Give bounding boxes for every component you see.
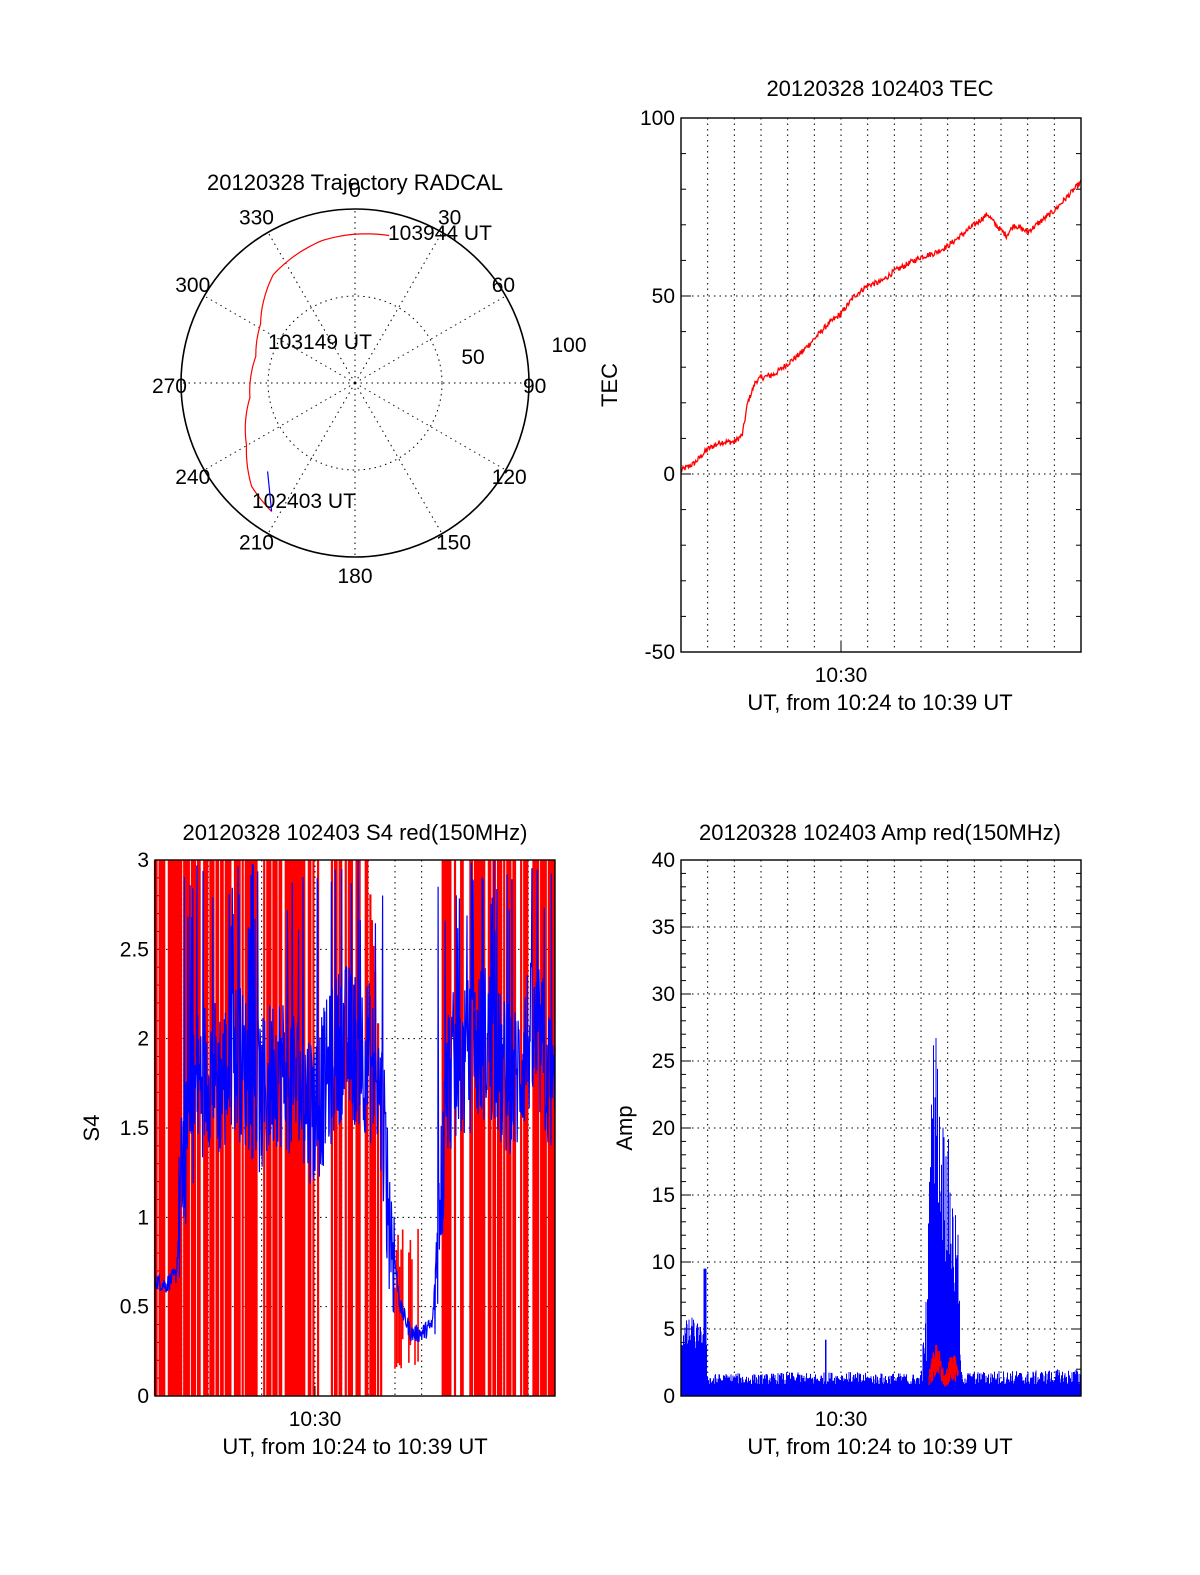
ytick-label: 0 [663, 1385, 675, 1408]
polar-title: 20120328 Trajectory RADCAL [207, 170, 503, 195]
s4-ytick-labels: 0 0.5 1 1.5 2 2.5 3 [120, 849, 149, 1408]
annotation-start-time: 102403 UT [252, 490, 356, 513]
xtick-label: 10:30 [815, 664, 868, 687]
s4-title: 20120328 102403 S4 red(150MHz) [183, 820, 528, 845]
polar-angle-label: 120 [492, 466, 527, 489]
polar-spoke [354, 382, 443, 534]
ytick-label: 5 [663, 1318, 675, 1341]
tec-grid [681, 117, 1081, 653]
polar-ring [267, 295, 443, 471]
amp-grid [681, 859, 1081, 1397]
polar-spoke [354, 295, 506, 384]
amp-xtick-labels: 10:30 [815, 1408, 868, 1431]
polar-spoke [267, 382, 356, 534]
ytick-label: 0 [137, 1385, 149, 1408]
ytick-label: 2.5 [120, 938, 149, 961]
polar-spoke [354, 232, 443, 384]
ytick-label: -50 [645, 641, 675, 664]
polar-trajectory-panel: 20120328 Trajectory RADCAL 0 30 60 90 120 150… [152, 170, 587, 588]
polar-angle-label: 240 [175, 466, 210, 489]
polar-spoke [354, 382, 506, 471]
polar-angle-label: 0 [349, 179, 361, 202]
amp-panel: 20120328 102403 Amp red(150MHz) 0 5 10 15 20… [612, 820, 1082, 1459]
trajectory-start-segment [267, 471, 273, 512]
amp-plot-frame [680, 859, 1082, 1397]
ytick-label: 100 [640, 107, 675, 130]
ytick-label: 40 [652, 849, 675, 872]
polar-angle-label: 210 [239, 532, 274, 555]
s4-red-series [153, 860, 555, 1396]
amp-blue-baseline-band [681, 1383, 1081, 1396]
polar-radial-label-100: 100 [551, 334, 586, 357]
s4-panel: 20120328 102403 S4 red(150MHz) 0 0.5 1 1.5 2… [79, 820, 556, 1459]
amp-title: 20120328 102403 Amp red(150MHz) [699, 820, 1061, 845]
polar-grid [181, 209, 529, 557]
polar-angle-label: 270 [152, 375, 187, 398]
polar-spoke [267, 232, 356, 384]
polar-angle-label: 60 [492, 274, 515, 297]
amp-ytick-labels: 0 5 10 15 20 25 30 35 40 [652, 849, 675, 1408]
amp-blue-series [680, 1037, 1082, 1396]
ytick-label: 50 [652, 285, 675, 308]
tec-panel: 20120328 102403 TEC -50 0 50 100 10:30 UT, … [597, 76, 1082, 715]
ytick-label: 10 [652, 1251, 675, 1274]
amp-red-series-line [928, 1344, 959, 1387]
polar-radial-label-50: 50 [461, 346, 484, 369]
polar-angle-labels: 0 30 60 90 120 150 180 210 240 270 300 330 [152, 179, 546, 588]
trajectory-line [244, 233, 390, 512]
polar-angle-label: 300 [175, 274, 210, 297]
polar-outer-circle [180, 208, 530, 558]
ytick-label: 3 [137, 849, 149, 872]
polar-angle-label: 90 [523, 375, 546, 398]
polar-angle-label: 180 [337, 565, 372, 588]
xtick-label: 10:30 [815, 1408, 868, 1431]
ytick-label: 0 [663, 463, 675, 486]
tec-ytick-labels: -50 0 50 100 [640, 107, 675, 664]
annotation-mid-time: 103149 UT [268, 331, 372, 354]
trajectory-annotations: 103944 UT 103149 UT 102403 UT [252, 222, 492, 513]
polar-angle-label: 330 [239, 206, 274, 229]
ytick-label: 1.5 [120, 1117, 149, 1140]
tec-ylabel: TEC [597, 363, 622, 407]
tec-xlabel: UT, from 10:24 to 10:39 UT [747, 690, 1012, 715]
s4-xlabel: UT, from 10:24 to 10:39 UT [222, 1434, 487, 1459]
s4-ylabel: S4 [79, 1115, 104, 1142]
polar-angle-label: 150 [436, 532, 471, 555]
tec-series-line [680, 179, 1082, 474]
ytick-label: 2 [137, 1028, 149, 1051]
polar-angle-label: 30 [438, 206, 461, 229]
ytick-label: 0.5 [120, 1296, 149, 1319]
s4-xtick-labels: 10:30 [289, 1408, 342, 1431]
amp-ylabel: Amp [612, 1105, 637, 1150]
ytick-label: 20 [652, 1117, 675, 1140]
amp-xlabel: UT, from 10:24 to 10:39 UT [747, 1434, 1012, 1459]
annotation-end-time: 103944 UT [388, 222, 492, 245]
xtick-label: 10:30 [289, 1408, 342, 1431]
polar-spoke [204, 295, 356, 384]
ytick-label: 1 [137, 1206, 149, 1229]
tec-plot-frame [680, 117, 1082, 653]
tec-title: 20120328 102403 TEC [766, 76, 993, 101]
ytick-label: 25 [652, 1050, 675, 1073]
ytick-label: 15 [652, 1184, 675, 1207]
polar-spoke [204, 382, 356, 471]
ytick-label: 35 [652, 916, 675, 939]
tec-xtick-labels: 10:30 [815, 664, 868, 687]
s4-blue-series-line [154, 860, 556, 1343]
ytick-label: 30 [652, 983, 675, 1006]
s4-plot-frame [154, 859, 556, 1397]
polar-radial-labels: 50 100 [461, 334, 586, 369]
